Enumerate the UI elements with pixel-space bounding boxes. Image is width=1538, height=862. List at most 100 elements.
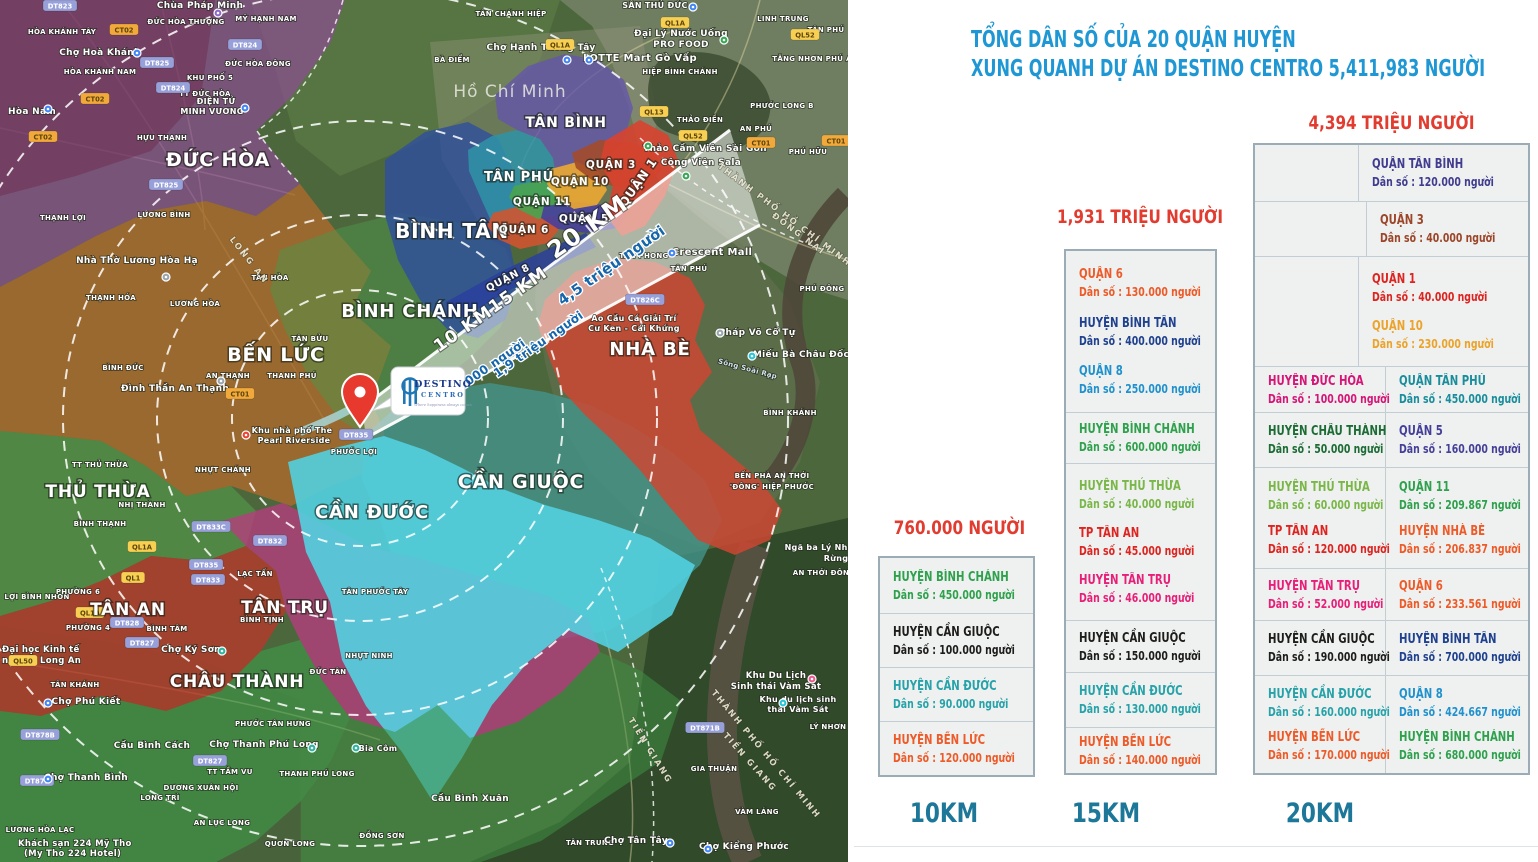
road-badge bbox=[75, 606, 105, 619]
map-poi-label: nghiệp Long An bbox=[2, 656, 81, 666]
road-badge-label: DT823 bbox=[48, 3, 73, 11]
district-label-nha-be: NHÀ BÈ bbox=[609, 338, 690, 360]
table-15km: QUẬN 6 Dân số : 130.000 người HUYỆN BÌNH … bbox=[1064, 249, 1217, 775]
map-poi-label: TÂN PHÚ bbox=[808, 25, 845, 34]
road-badge-label: QL1 bbox=[126, 575, 141, 583]
map-pin-dot bbox=[219, 379, 223, 383]
district-thu-thua-shape bbox=[0, 431, 256, 616]
map-poi-label: LỢI BÌNH NHƠN bbox=[4, 592, 69, 601]
map-pin-dot bbox=[781, 701, 785, 705]
table-row: HUYỆN CẦN ĐƯỚC Dân số : 130.000 người bbox=[1066, 672, 1215, 727]
district-entry-name: QUẬN 5 bbox=[1399, 424, 1443, 439]
district-entry-name: TP TÂN AN bbox=[1079, 526, 1140, 541]
district-entry-pop: Dân số : 209.867 người bbox=[1399, 498, 1521, 512]
map-poi-label: LOTTE Mart Gò Vấp bbox=[583, 51, 697, 64]
district-entry-pop: Dân số : 130.000 người bbox=[1079, 285, 1201, 300]
road-badge bbox=[155, 81, 191, 94]
map-pin-dot bbox=[565, 58, 569, 62]
map-poi-label: Ao Cầu Cá Giải Trí bbox=[591, 313, 677, 323]
table-20km: QUẬN TÂN BÌNH Dân số : 120.000 người QUẬN… bbox=[1253, 143, 1530, 775]
map-poi-label: thái Vàm Sát bbox=[767, 705, 828, 714]
district-label-tan-binh: TÂN BÌNH bbox=[525, 114, 607, 131]
district-entry-pop: Dân số : 50.000 người bbox=[1268, 442, 1384, 456]
district-label-tan-an: TÂN AN bbox=[90, 598, 166, 620]
map-poi-label: LẠC TẤN bbox=[237, 568, 273, 578]
map-poi-label: BÌNH KHÁNH bbox=[763, 408, 817, 417]
road-badge-label: DT833C bbox=[196, 524, 225, 532]
road-badge-label: DT826C bbox=[630, 297, 659, 305]
map-pin-dot bbox=[243, 106, 247, 110]
district-entry-name: HUYỆN BẾN LỨC bbox=[1268, 730, 1361, 745]
map-poi-label: GIA THUẬN bbox=[691, 764, 738, 773]
road-badge-label: DT835 bbox=[194, 562, 219, 570]
district-entry-name: HUYỆN BÌNH CHÁNH bbox=[893, 569, 1009, 585]
map-poi-label: BÀ ĐIỂM bbox=[434, 54, 470, 64]
district-entry-pop: Dân số : 40.000 người bbox=[1079, 497, 1195, 511]
map-pin-dot bbox=[244, 433, 248, 437]
map-poi-label: AN PHÚ bbox=[740, 124, 772, 133]
map-poi-label: NHỊ THÀNH bbox=[118, 500, 165, 509]
road-badge-label: QL1A bbox=[132, 544, 153, 552]
road-badge-label: QL1A bbox=[550, 42, 571, 50]
road-badge bbox=[678, 129, 708, 142]
table-row: HUYỆN CẦN ĐƯỚC Dân số : 160.000 người HUY… bbox=[1255, 675, 1528, 773]
table-row: QUẬN 1 Dân số : 40.000 người QUẬN 10 Dân s… bbox=[1255, 256, 1528, 366]
map-poi-label: PHÚ ĐÔNG bbox=[800, 284, 845, 293]
table-row: HUYỆN TÂN TRỤ Dân số : 52.000 người QUẬN … bbox=[1255, 568, 1528, 620]
district-tan-an-shape bbox=[0, 546, 286, 716]
district-entry-name: QUẬN 8 bbox=[1079, 363, 1123, 379]
map-pin-dot bbox=[810, 677, 814, 681]
header-15km-total: 1,931 TRIỆU NGƯỜI bbox=[1057, 206, 1223, 228]
district-entry-pop: Dân số : 450.000 người bbox=[1399, 391, 1521, 406]
road-badge bbox=[80, 92, 110, 105]
district-entry-name: HUYỆN BÌNH TÂN bbox=[1079, 315, 1177, 331]
district-entry-name: QUẬN 10 bbox=[1371, 319, 1423, 334]
district-entry-pop: Dân số : 40.000 người bbox=[1380, 231, 1496, 245]
table-row: QUẬN TÂN BÌNH Dân số : 120.000 người bbox=[1255, 145, 1528, 201]
map-poi-label: AN THẠNH bbox=[206, 372, 250, 380]
map-poi-label: HÒA KHÁNH TÂY bbox=[28, 27, 97, 36]
map-poi-label: DƯƠNG XUÂN HỘI bbox=[163, 783, 238, 792]
road-badge bbox=[109, 616, 145, 629]
panel-title-line1: TỔNG DÂN SỐ CỦA 20 QUẬN HUYỆN bbox=[971, 27, 1296, 53]
map-pin-dot bbox=[750, 354, 754, 358]
map-poi-label: ĐỨC HÒA ĐÔNG bbox=[225, 59, 291, 68]
map-pin-dot bbox=[354, 746, 358, 750]
map-poi-label: Khách sạn 224 Mỹ Tho bbox=[18, 839, 132, 849]
admin-boundaries bbox=[255, 0, 848, 862]
district-label-can-giuoc: CẦN GIUỘC bbox=[458, 467, 585, 493]
map-poi-label: Chợ Ký Sơn bbox=[161, 645, 221, 655]
district-entry-pop: Dân số : 140.000 người bbox=[1079, 752, 1201, 767]
city-label: Hồ Chí Minh bbox=[453, 81, 566, 102]
map-poi-label: VÀM LÁNG bbox=[735, 807, 779, 816]
road-badge-label: CT01 bbox=[751, 140, 770, 148]
map-poi-label: Đại học Kinh tế bbox=[2, 644, 80, 655]
district-entry-pop: Dân số : 40.000 người bbox=[1371, 290, 1488, 304]
district-entry-name: QUẬN 6 bbox=[1399, 578, 1443, 594]
map-poi-label: TÂN KHÁNH bbox=[50, 680, 99, 689]
district-entry-pop: Dân số : 160.000 người bbox=[1399, 442, 1521, 456]
map-poi-label: TÂN BỬU bbox=[292, 333, 329, 343]
table-row: HUYỆN CHÂU THÀNH Dân số : 50.000 người QU… bbox=[1255, 412, 1528, 467]
map-poi-label: BẾN PHÀ AN THỚI bbox=[735, 470, 810, 480]
ring-20km bbox=[62, 120, 658, 716]
map-pin-dot bbox=[46, 701, 50, 705]
district-entry-pop: Dân số : 100.000 người bbox=[1268, 391, 1390, 406]
road-badge-label: DT832 bbox=[258, 538, 283, 546]
destino-brand-line2: CENTRO bbox=[421, 391, 465, 399]
table-row: HUYỆN CẦN GIUỘC Dân số : 100.000 người bbox=[880, 613, 1033, 667]
map-poi-label: Chùa Pháp Minh bbox=[157, 1, 243, 11]
district-entry-pop: Dân số : 52.000 người bbox=[1268, 596, 1384, 611]
south-green-area bbox=[301, 652, 681, 862]
district-entry-name: QUẬN TÂN BÌNH bbox=[1371, 157, 1463, 172]
table-row: HUYỆN BÌNH CHÁNH Dân số : 600.000 người bbox=[1066, 412, 1215, 463]
map-poi-label: Chợ Thanh Phú Long bbox=[209, 740, 319, 750]
district-label-quan-5: QUẬN 5 bbox=[559, 212, 609, 225]
map-poi-label: Pearl Riverside bbox=[258, 436, 331, 445]
table-row: HUYỆN THỦ THỪA Dân số : 60.000 người TP T… bbox=[1255, 467, 1528, 568]
map-poi-label: SÂN THỦ ĐỨC bbox=[622, 0, 687, 10]
map-poi-label: Khu Du Lịch bbox=[746, 671, 806, 681]
district-label-can-duoc: CẦN ĐƯỚC bbox=[315, 499, 429, 523]
road-badge-label: CT01 bbox=[826, 138, 845, 146]
road-badge-label: DT824 bbox=[161, 85, 186, 93]
